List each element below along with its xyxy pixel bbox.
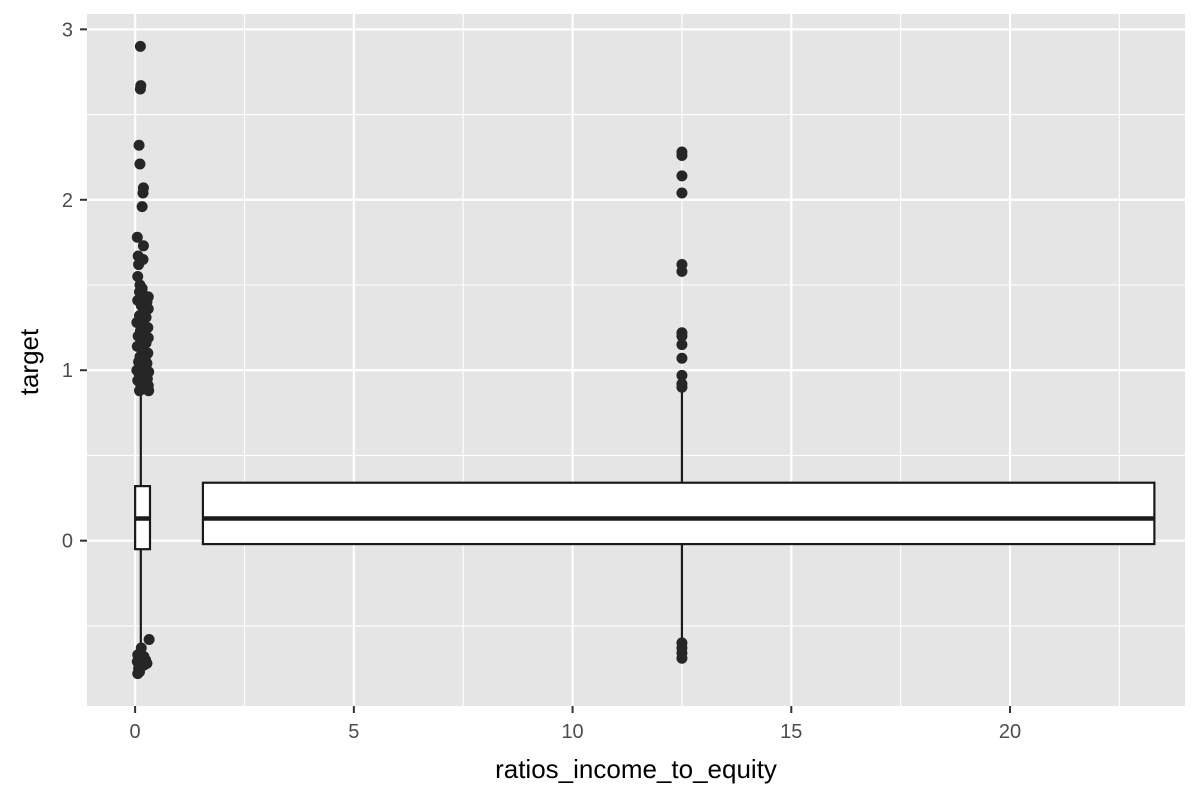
outlier-point bbox=[133, 139, 145, 151]
outlier-point bbox=[676, 265, 688, 277]
outlier-point bbox=[676, 330, 688, 342]
outlier-point bbox=[133, 259, 145, 271]
x-axis-title: ratios_income_to_equity bbox=[495, 754, 777, 784]
outlier-point bbox=[132, 270, 144, 282]
outlier-point bbox=[136, 201, 148, 213]
outlier-point bbox=[134, 83, 146, 95]
outlier-point bbox=[143, 634, 155, 646]
outlier-point bbox=[676, 381, 688, 393]
outlier-point bbox=[137, 240, 149, 252]
outlier-point bbox=[133, 666, 145, 678]
outlier-point bbox=[676, 187, 688, 199]
outlier-point bbox=[143, 385, 155, 397]
outlier-layer bbox=[131, 40, 688, 680]
x-tick-label: 15 bbox=[780, 721, 802, 743]
outlier-point bbox=[137, 187, 149, 199]
outlier-point bbox=[134, 158, 146, 170]
x-tick-label: 0 bbox=[130, 721, 141, 743]
minor-grid bbox=[87, 14, 1185, 706]
outlier-point bbox=[676, 352, 688, 364]
y-tick-label: 3 bbox=[62, 19, 73, 41]
y-tick-label: 0 bbox=[62, 531, 73, 553]
outlier-point bbox=[133, 385, 145, 397]
outlier-point bbox=[131, 231, 143, 243]
x-tick-label: 5 bbox=[348, 721, 359, 743]
outlier-point bbox=[676, 369, 688, 381]
outlier-point bbox=[134, 40, 146, 52]
x-tick-label: 10 bbox=[561, 721, 583, 743]
outlier-point bbox=[676, 149, 688, 161]
box-iqr bbox=[201, 481, 1156, 546]
axis-layer: 0 5 10 15 20 0 1 2 3 bbox=[62, 19, 1021, 743]
outlier-point bbox=[676, 170, 688, 182]
x-tick-label: 20 bbox=[999, 721, 1021, 743]
box-layer bbox=[134, 387, 1156, 647]
outlier-point bbox=[676, 652, 688, 664]
y-tick-label: 2 bbox=[62, 190, 73, 212]
outlier-point bbox=[676, 339, 688, 351]
y-axis-title: target bbox=[14, 328, 44, 395]
panel-background bbox=[87, 14, 1185, 706]
y-tick-label: 1 bbox=[62, 360, 73, 382]
